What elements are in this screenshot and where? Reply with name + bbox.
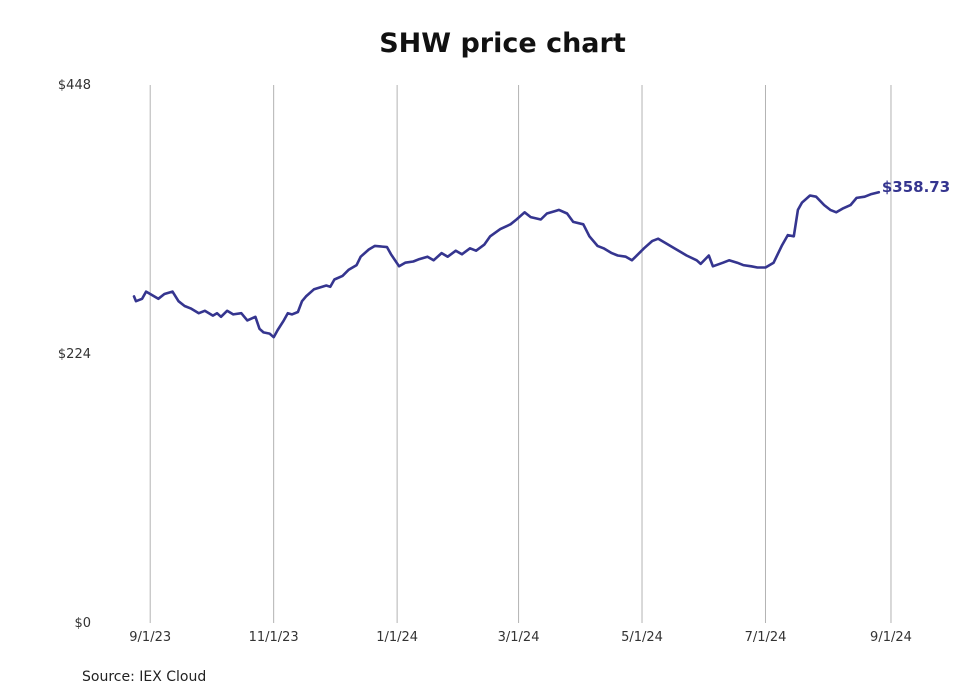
x-tick-label: 1/1/24 (376, 630, 418, 645)
price-series (132, 190, 881, 339)
y-tick-label: $224 (58, 347, 91, 362)
x-tick-label: 7/1/24 (745, 630, 787, 645)
last-price-label: $358.73 (882, 178, 950, 196)
source-note: Source: IEX Cloud (82, 669, 207, 685)
grid-lines (149, 85, 892, 623)
x-tick-label: 11/1/23 (249, 630, 299, 645)
x-tick-label: 9/1/24 (870, 630, 912, 645)
y-tick-label: $448 (58, 78, 91, 93)
chart-title: SHW price chart (379, 28, 626, 59)
x-tick-label: 9/1/23 (129, 630, 171, 645)
price-line (132, 190, 881, 339)
x-tick-label: 3/1/24 (498, 630, 540, 645)
x-tick-label: 5/1/24 (621, 630, 663, 645)
y-tick-label: $0 (74, 616, 91, 631)
x-axis-ticks: 9/1/23 11/1/23 1/1/24 3/1/24 5/1/24 7/1/24 9/1… (129, 630, 912, 645)
y-axis-ticks: $0 $224 $448 (58, 78, 91, 631)
